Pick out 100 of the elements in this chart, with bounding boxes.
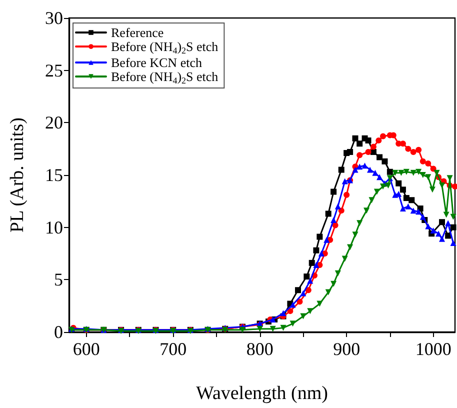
y-tick-label: 15: [45, 165, 63, 185]
point: [420, 172, 426, 178]
point: [270, 326, 276, 332]
point: [410, 148, 416, 155]
point: [344, 192, 350, 198]
point: [325, 210, 332, 217]
point: [443, 212, 450, 218]
point: [330, 280, 337, 287]
point: [438, 236, 445, 242]
point: [316, 234, 323, 240]
point: [380, 133, 386, 140]
point: [370, 144, 376, 150]
point: [290, 302, 296, 308]
point: [338, 208, 344, 214]
point: [239, 326, 246, 333]
point: [313, 262, 320, 268]
x-axis-title: Wavelength (nm): [196, 383, 328, 404]
point: [364, 208, 370, 214]
point: [307, 278, 314, 284]
point: [452, 184, 457, 190]
point: [410, 170, 416, 176]
point: [307, 308, 314, 314]
y-tick-label: 25: [45, 60, 63, 80]
point: [405, 203, 412, 210]
y-tick-label: 10: [45, 217, 63, 238]
point: [430, 166, 436, 172]
x-tick-label: 700: [160, 339, 187, 359]
x-tick-label: 900: [333, 339, 360, 359]
point: [332, 222, 338, 228]
point: [356, 220, 363, 226]
y-tick-label: 5: [54, 270, 63, 290]
point: [290, 320, 296, 327]
point: [324, 236, 330, 243]
point: [416, 146, 422, 153]
point: [396, 180, 402, 186]
point: [362, 162, 368, 169]
point: [287, 308, 294, 314]
point: [308, 260, 315, 266]
point: [334, 270, 341, 276]
point: [256, 326, 263, 332]
point: [295, 287, 301, 294]
point: [400, 205, 406, 212]
point: [280, 310, 286, 316]
point: [420, 158, 426, 164]
point: [405, 146, 412, 152]
point: [356, 152, 363, 158]
point: [386, 168, 393, 175]
point: [316, 300, 323, 307]
point: [408, 197, 415, 204]
point: [385, 182, 392, 188]
point: [347, 148, 354, 155]
point: [352, 135, 358, 142]
point: [430, 227, 436, 234]
point: [382, 158, 388, 164]
point: [445, 220, 452, 226]
point: [330, 217, 337, 224]
legend-label: Reference: [111, 25, 164, 40]
point: [425, 160, 432, 166]
point: [305, 287, 312, 294]
point: [445, 232, 452, 239]
point: [398, 170, 404, 176]
point: [403, 168, 410, 175]
point: [280, 324, 286, 331]
x-tick-label: 1000: [415, 339, 452, 359]
point: [425, 223, 432, 230]
point: [450, 240, 456, 246]
point: [366, 166, 373, 173]
point: [334, 203, 341, 210]
x-tick-label: 600: [72, 339, 100, 359]
point: [368, 197, 375, 204]
point: [300, 290, 306, 296]
point: [352, 166, 358, 173]
point: [356, 164, 363, 170]
point: [376, 137, 382, 144]
y-axis-title: PL (Arb. units): [7, 118, 28, 232]
point: [410, 208, 416, 214]
point: [304, 274, 310, 280]
x-tick-label: 800: [246, 339, 274, 359]
point: [416, 168, 422, 175]
point: [425, 174, 432, 180]
point: [429, 186, 436, 193]
point: [392, 170, 398, 176]
y-tick-label: 20: [45, 112, 63, 133]
point: [330, 188, 337, 195]
point: [450, 214, 456, 220]
point: [376, 154, 383, 160]
point: [356, 140, 363, 147]
point: [400, 186, 406, 193]
point: [416, 208, 422, 215]
point: [374, 188, 380, 195]
point: [352, 232, 358, 238]
point: [380, 184, 386, 190]
point: [365, 137, 372, 144]
point: [436, 230, 442, 237]
point: [342, 256, 348, 262]
legend-label: Before KCN etch: [111, 55, 202, 70]
point: [342, 178, 348, 184]
y-tick-label: 30: [45, 8, 63, 28]
point: [325, 289, 332, 296]
point: [313, 247, 320, 254]
